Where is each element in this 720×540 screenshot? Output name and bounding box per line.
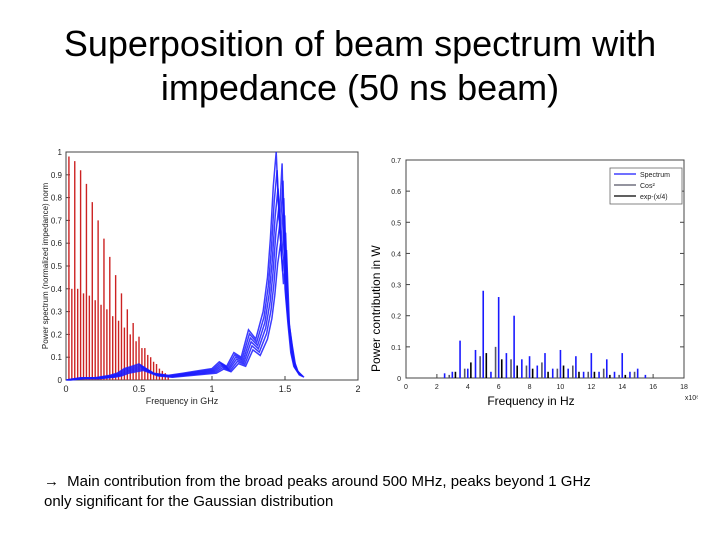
y-tick-label-9: 0.9 <box>51 171 63 180</box>
plot-area <box>65 151 359 381</box>
y-tick-label-5: 0.5 <box>391 220 401 227</box>
y-tick-label-1: 0.1 <box>391 345 401 352</box>
y-tick-label-0: 0 <box>58 376 63 385</box>
x-tick-label-2: 1 <box>209 384 214 394</box>
y-axis-label: Power spectrum (normalized impedance) no… <box>41 183 50 350</box>
y-tick-label-3: 0.3 <box>51 308 63 317</box>
arrow-right-icon: → <box>44 473 59 490</box>
impedance-curve <box>65 151 301 381</box>
legend-entry-0: Spectrum <box>640 172 670 179</box>
legend-entry-1: Cos² <box>640 183 655 190</box>
x-tick-label-0: 0 <box>63 384 68 394</box>
y-tick-label-7: 0.7 <box>391 158 401 165</box>
x-axis-label: Frequency in GHz <box>146 396 219 406</box>
power-contribution-chart: 0 0.1 0.2 0.3 0.4 0.5 0.6 0.7 0 2 4 6 8 10 12 14 16 18 Spe… <box>369 158 698 408</box>
x-tick-label-0: 0 <box>404 384 408 391</box>
impedance-curve <box>69 224 304 381</box>
conclusion-line-2: only significant for the Gaussian distri… <box>44 493 334 510</box>
x-tick-label-8: 16 <box>649 384 657 391</box>
y-tick-label-7: 0.7 <box>51 216 63 225</box>
impedance-curve <box>66 170 302 381</box>
conclusion-note: → Main contribution from the broad peaks… <box>44 472 684 512</box>
impedance-curve <box>70 243 305 381</box>
y-tick-label-0: 0 <box>397 376 401 383</box>
y-tick-label-2: 0.2 <box>51 330 63 339</box>
x-tick-label-6: 12 <box>587 384 595 391</box>
slide-title-line-2: impedance (50 ns beam) <box>160 67 560 108</box>
y-tick-label-10: 1 <box>58 148 63 157</box>
y-tick-label-5: 0.5 <box>51 262 63 271</box>
x-tick-label-9: 18 <box>680 384 688 391</box>
y-tick-label-4: 0.4 <box>391 251 401 258</box>
impedance-spectrum-chart: 0 0.1 0.2 0.3 0.4 0.5 0.6 0.7 0.8 0.9 1 0 0.5 1 1.5 2 Fr… <box>41 148 361 406</box>
slide-title-line-1: Superposition of beam spectrum with <box>63 23 657 64</box>
conclusion-line-1: Main contribution from the broad peaks a… <box>67 473 591 490</box>
x-tick-label-4: 2 <box>355 384 360 394</box>
y-tick-label-1: 0.1 <box>51 353 63 362</box>
x-tick-label-4: 8 <box>528 384 532 391</box>
y-tick-label-8: 0.8 <box>51 194 63 203</box>
x-axis-exponent: x10⁸ <box>685 395 698 402</box>
y-tick-label-6: 0.6 <box>51 239 63 248</box>
x-tick-label-3: 6 <box>497 384 501 391</box>
impedance-curve <box>67 188 302 381</box>
x-axis-label: Frequency in Hz <box>487 394 574 408</box>
x-tick-label-2: 4 <box>466 384 470 391</box>
y-axis-label: Power contribution in W <box>369 245 383 372</box>
x-tick-label-1: 0.5 <box>133 384 146 394</box>
y-tick-label-2: 0.2 <box>391 314 401 321</box>
impedance-curve <box>68 206 303 381</box>
x-tick-label-5: 10 <box>557 384 565 391</box>
slide-title: Superposition of beam spectrum with impe… <box>20 22 700 110</box>
legend-entry-2: exp-(x/4) <box>640 194 668 201</box>
x-tick-label-7: 14 <box>618 384 626 391</box>
x-tick-label-3: 1.5 <box>279 384 292 394</box>
y-tick-label-6: 0.6 <box>391 189 401 196</box>
y-tick-label-3: 0.3 <box>391 283 401 290</box>
y-tick-label-4: 0.4 <box>51 285 63 294</box>
x-tick-label-1: 2 <box>435 384 439 391</box>
